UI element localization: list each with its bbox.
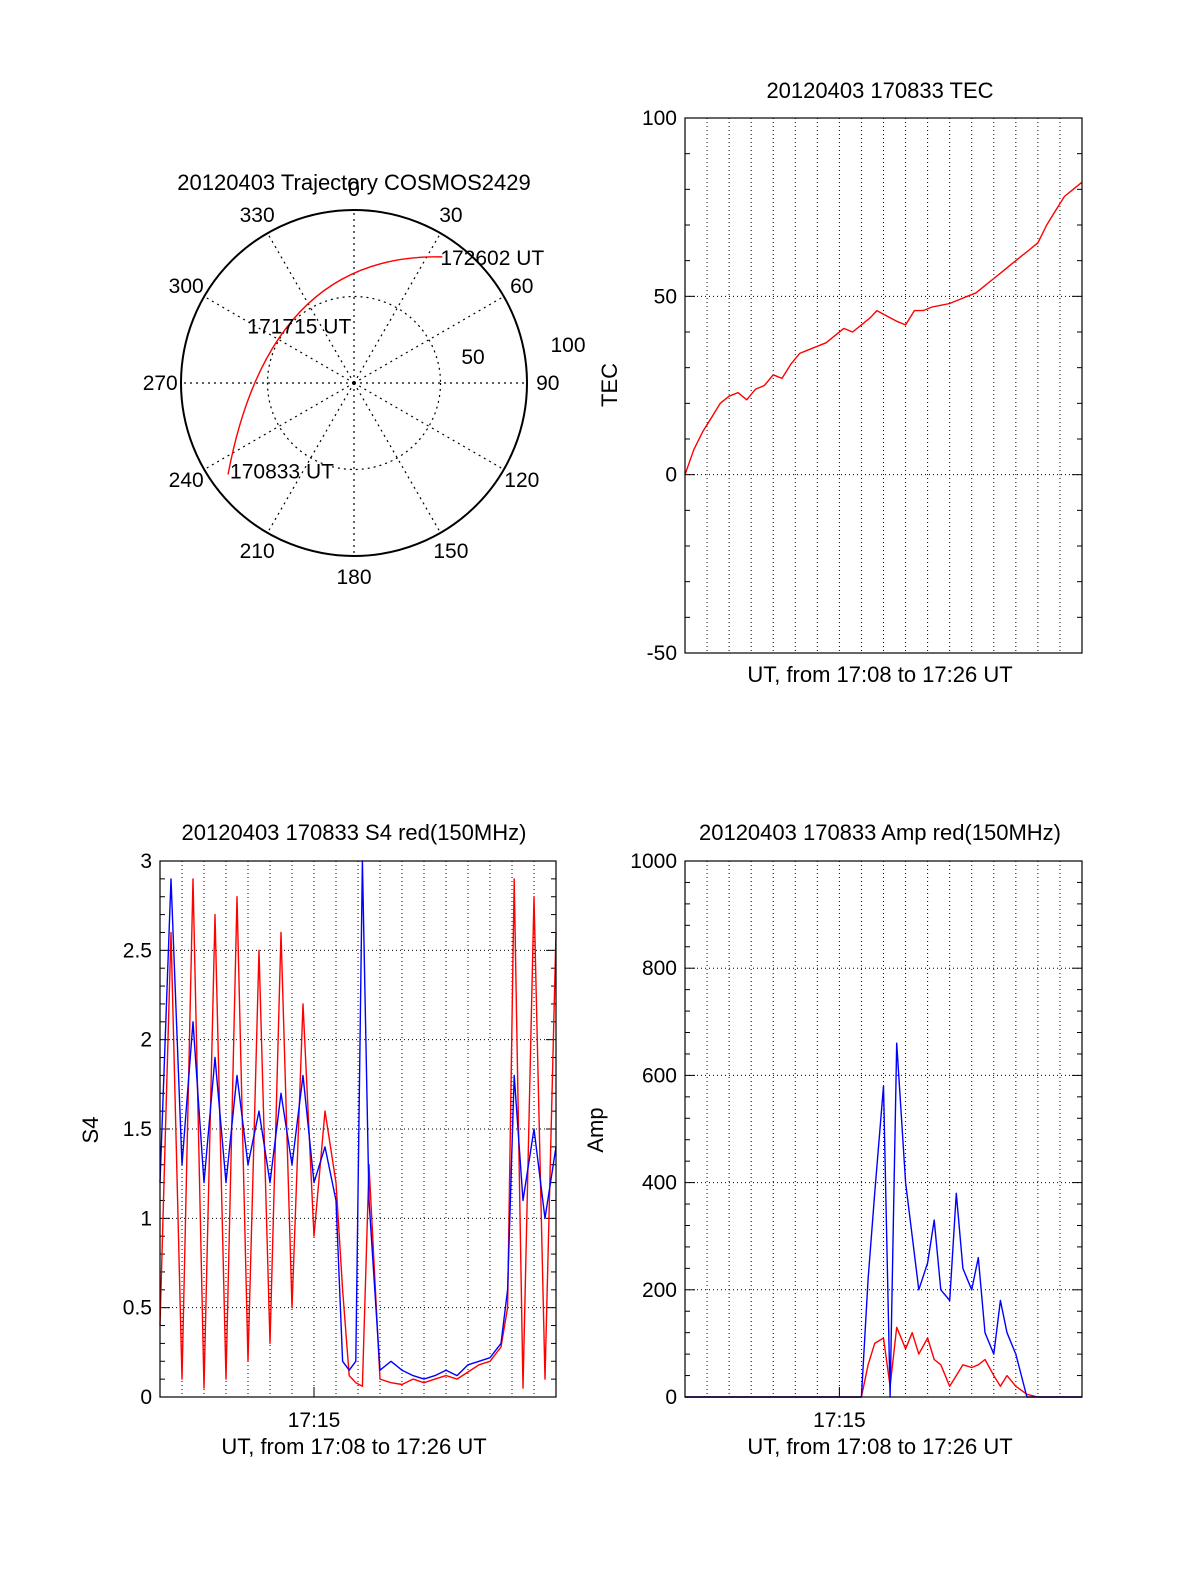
polar-angle-label: 60 <box>510 275 533 298</box>
polar-spoke <box>353 382 505 471</box>
polar-spoke <box>266 232 355 384</box>
tec-ylabel: TEC <box>597 363 622 407</box>
amp-plot-area: 0 200 400 600 800 1000 17:15 <box>630 850 1083 1432</box>
polar-title: 20120403 Trajectory COSMOS2429 <box>177 170 530 195</box>
y-tick-label: 1 <box>140 1207 152 1230</box>
s4-xlabel: UT, from 17:08 to 17:26 UT <box>221 1434 486 1459</box>
series-line-0 <box>159 878 557 1389</box>
amp-xlabel: UT, from 17:08 to 17:26 UT <box>747 1434 1012 1459</box>
y-tick-label: 1000 <box>630 850 677 873</box>
trajectory-mid-label: 171715 UT <box>247 315 351 338</box>
y-tick-label: 2 <box>140 1029 152 1052</box>
y-tick-label: 3 <box>140 850 152 873</box>
s4-title: 20120403 170833 S4 red(150MHz) <box>182 820 527 845</box>
amp-ylabel: Amp <box>583 1107 608 1152</box>
amp-title: 20120403 170833 Amp red(150MHz) <box>699 820 1061 845</box>
x-tick-label: 17:15 <box>288 1409 341 1432</box>
y-tick-label: 800 <box>642 957 677 980</box>
polar-inner-circle <box>266 295 442 471</box>
polar-spoke <box>353 232 442 384</box>
polar-angle-label: 330 <box>240 204 275 227</box>
plot-frame <box>684 860 1083 1398</box>
polar-angle-label: 150 <box>433 540 468 563</box>
polar-angle-label: 240 <box>169 469 204 492</box>
polar-trajectory-panel: 20120403 Trajectory COSMOS2429 0 30 60 90 12… <box>143 170 586 589</box>
polar-angle-label: 90 <box>536 372 559 395</box>
x-tick-label: 17:15 <box>813 1409 866 1432</box>
trajectory-start-label: 170833 UT <box>230 461 334 484</box>
polar-trajectory: 170833 UT 171715 UT 172602 UT <box>227 247 544 484</box>
y-tick-label: 200 <box>642 1279 677 1302</box>
polar-angle-labels: 0 30 60 90 120 150 180 210 240 270 300 330 50 100 <box>143 178 586 589</box>
polar-spoke <box>203 382 355 471</box>
tec-xlabel: UT, from 17:08 to 17:26 UT <box>747 662 1012 687</box>
series-line-1 <box>159 860 557 1380</box>
polar-angle-label: 30 <box>439 204 462 227</box>
polar-angle-label: 270 <box>143 372 178 395</box>
polar-angle-label: 300 <box>169 275 204 298</box>
y-tick-label: 1.5 <box>123 1118 152 1141</box>
y-tick-label: 400 <box>642 1172 677 1195</box>
s4-ylabel: S4 <box>78 1117 103 1144</box>
tec-title: 20120403 170833 TEC <box>766 78 993 103</box>
y-tick-label: 0.5 <box>123 1297 152 1320</box>
series-line-0 <box>685 1326 1082 1398</box>
polar-radius-label: 50 <box>461 346 484 369</box>
y-tick-label: 0 <box>665 1386 677 1409</box>
series-line-0 <box>684 181 1083 475</box>
polar-angle-label: 0 <box>348 178 360 201</box>
y-tick-label: 0 <box>665 464 677 487</box>
y-tick-label: 0 <box>140 1386 152 1409</box>
polar-grid <box>180 209 528 557</box>
polar-angle-label: 180 <box>336 566 371 589</box>
amp-panel: 20120403 170833 Amp red(150MHz) UT, from… <box>583 820 1083 1459</box>
plot-frame <box>159 860 557 1398</box>
s4-plot-area: 0 0.5 1 1.5 2 2.5 3 17:15 <box>123 850 557 1432</box>
polar-spoke <box>266 382 355 534</box>
trajectory-line <box>227 256 443 475</box>
plot-frame <box>684 117 1083 654</box>
series-line-1 <box>685 1042 1082 1398</box>
y-tick-label: 600 <box>642 1064 677 1087</box>
polar-angle-label: 120 <box>504 469 539 492</box>
y-tick-label: -50 <box>647 642 677 665</box>
tec-panel: 20120403 170833 TEC UT, from 17:08 to 17… <box>597 78 1083 687</box>
s4-panel: 20120403 170833 S4 red(150MHz) UT, from … <box>78 820 557 1459</box>
polar-radius-label: 100 <box>550 334 585 357</box>
polar-spoke <box>353 382 442 534</box>
polar-outer-circle <box>180 209 528 557</box>
polar-spoke <box>353 295 505 384</box>
polar-spoke <box>203 295 355 384</box>
tec-plot-area: -50 0 50 100 <box>642 107 1083 665</box>
y-tick-label: 100 <box>642 107 677 130</box>
trajectory-end-label: 172602 UT <box>440 247 544 270</box>
polar-angle-label: 210 <box>240 540 275 563</box>
y-tick-label: 50 <box>654 285 677 308</box>
y-tick-label: 2.5 <box>123 939 152 962</box>
